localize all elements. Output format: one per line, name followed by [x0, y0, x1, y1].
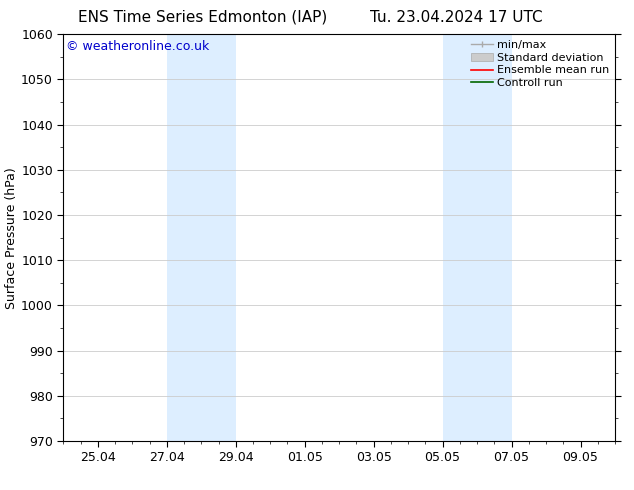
Legend: min/max, Standard deviation, Ensemble mean run, Controll run: min/max, Standard deviation, Ensemble me… [469, 38, 612, 91]
Y-axis label: Surface Pressure (hPa): Surface Pressure (hPa) [5, 167, 18, 309]
Bar [167, 34, 236, 441]
Text: ENS Time Series Edmonton (IAP): ENS Time Series Edmonton (IAP) [78, 10, 328, 25]
Text: Tu. 23.04.2024 17 UTC: Tu. 23.04.2024 17 UTC [370, 10, 543, 25]
Bar [443, 34, 512, 441]
Text: © weatheronline.co.uk: © weatheronline.co.uk [66, 40, 209, 53]
